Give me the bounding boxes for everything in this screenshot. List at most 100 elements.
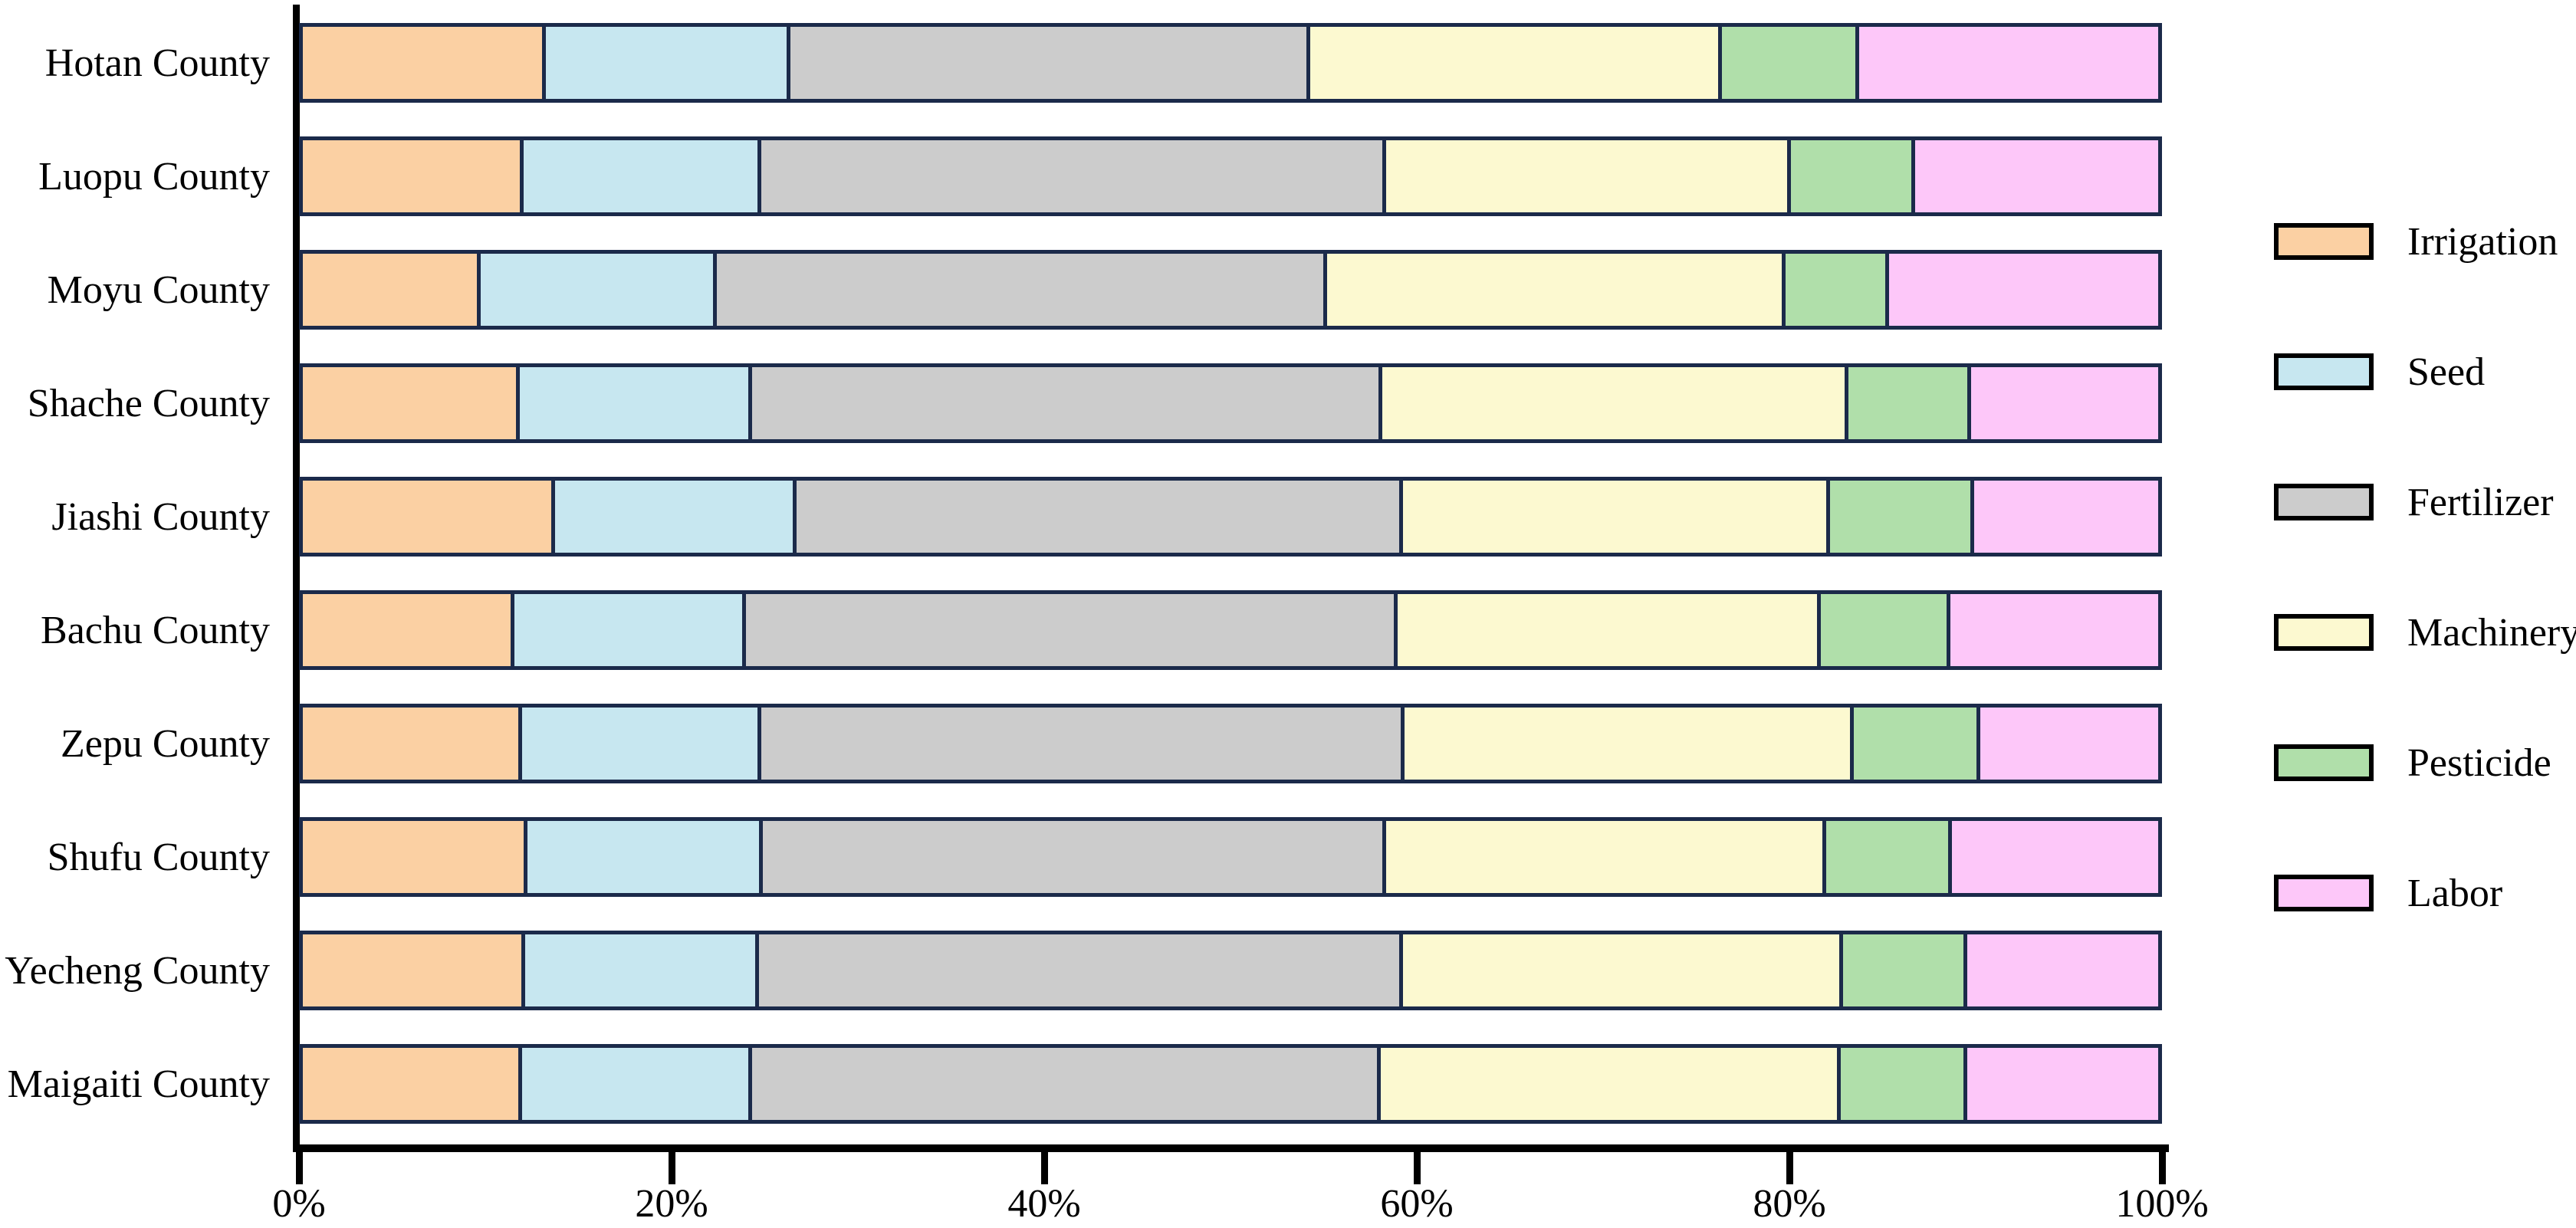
bar-segment-seed[interactable] bbox=[523, 140, 761, 212]
bar-segment-fertilizer[interactable] bbox=[751, 367, 1383, 439]
legend-label: Irrigation bbox=[2407, 219, 2558, 264]
bar-segment-irrigation[interactable] bbox=[303, 1048, 522, 1120]
bar-segment-irrigation[interactable] bbox=[303, 934, 526, 1006]
bar-segment-irrigation[interactable] bbox=[303, 254, 481, 326]
stacked-bar[interactable] bbox=[299, 477, 2162, 557]
bar-segment-seed[interactable] bbox=[527, 821, 764, 893]
bar-segment-irrigation[interactable] bbox=[303, 481, 556, 553]
legend-item-fertilizer[interactable]: Fertilizer bbox=[2274, 479, 2554, 525]
stacked-bar[interactable] bbox=[299, 590, 2162, 670]
bar-segment-labor[interactable] bbox=[1889, 254, 2158, 326]
bar-segment-machinery[interactable] bbox=[1386, 140, 1791, 212]
bar-segment-fertilizer[interactable] bbox=[761, 140, 1387, 212]
bar-segment-pesticide[interactable] bbox=[1722, 27, 1860, 99]
category-label: Shufu County bbox=[47, 835, 270, 879]
bar-segment-labor[interactable] bbox=[1970, 367, 2158, 439]
bar-segment-irrigation[interactable] bbox=[303, 140, 524, 212]
bar-segment-fertilizer[interactable] bbox=[790, 27, 1311, 99]
legend-item-labor[interactable]: Labor bbox=[2274, 870, 2502, 916]
bar-segment-fertilizer[interactable] bbox=[761, 708, 1405, 780]
bar-segment-labor[interactable] bbox=[1914, 140, 2158, 212]
bar-segment-machinery[interactable] bbox=[1405, 708, 1855, 780]
stacked-bar[interactable] bbox=[299, 136, 2162, 216]
bar-segment-fertilizer[interactable] bbox=[759, 934, 1404, 1006]
bar-row: Zepu County bbox=[0, 704, 2576, 783]
stacked-bar[interactable] bbox=[299, 704, 2162, 783]
legend-item-pesticide[interactable]: Pesticide bbox=[2274, 740, 2551, 786]
legend-item-machinery[interactable]: Machinery bbox=[2274, 609, 2576, 655]
x-tick-label: 60% bbox=[1380, 1182, 1454, 1226]
bar-segment-fertilizer[interactable] bbox=[796, 481, 1404, 553]
x-tick-label: 20% bbox=[635, 1182, 708, 1226]
bar-segment-pesticide[interactable] bbox=[1785, 254, 1890, 326]
bar-row: Moyu County bbox=[0, 250, 2576, 330]
x-axis-line bbox=[293, 1144, 2169, 1152]
bar-row: Hotan County bbox=[0, 23, 2576, 103]
legend-swatch-machinery bbox=[2274, 614, 2374, 651]
bar-segment-irrigation[interactable] bbox=[303, 821, 527, 893]
stacked-bar[interactable] bbox=[299, 931, 2162, 1010]
stacked-bar[interactable] bbox=[299, 1044, 2162, 1124]
bar-segment-seed[interactable] bbox=[514, 594, 747, 666]
bar-segment-labor[interactable] bbox=[1967, 934, 2158, 1006]
bar-segment-labor[interactable] bbox=[1974, 481, 2158, 553]
legend-label: Labor bbox=[2407, 871, 2503, 915]
bar-segment-machinery[interactable] bbox=[1397, 594, 1821, 666]
bar-segment-labor[interactable] bbox=[1950, 594, 2158, 666]
stacked-bar[interactable] bbox=[299, 363, 2162, 443]
bar-segment-fertilizer[interactable] bbox=[746, 594, 1398, 666]
legend-item-seed[interactable]: Seed bbox=[2274, 349, 2485, 395]
bar-segment-pesticide[interactable] bbox=[1825, 821, 1953, 893]
bar-segment-seed[interactable] bbox=[521, 708, 761, 780]
bar-segment-machinery[interactable] bbox=[1403, 481, 1830, 553]
bar-row: Luopu County bbox=[0, 136, 2576, 216]
legend-item-irrigation[interactable]: Irrigation bbox=[2274, 218, 2558, 264]
bar-segment-irrigation[interactable] bbox=[303, 708, 522, 780]
bar-row: Bachu County bbox=[0, 590, 2576, 670]
bar-segment-pesticide[interactable] bbox=[1854, 708, 1980, 780]
stacked-bar[interactable] bbox=[299, 817, 2162, 897]
bar-segment-labor[interactable] bbox=[1967, 1048, 2158, 1120]
category-label: Luopu County bbox=[38, 154, 270, 199]
bar-segment-machinery[interactable] bbox=[1381, 1048, 1842, 1120]
bar-segment-pesticide[interactable] bbox=[1848, 367, 1971, 439]
bar-segment-machinery[interactable] bbox=[1310, 27, 1723, 99]
stacked-bar[interactable] bbox=[299, 250, 2162, 330]
category-label: Jiashi County bbox=[51, 494, 270, 539]
legend-swatch-pesticide bbox=[2274, 744, 2374, 781]
x-tick-label: 80% bbox=[1753, 1182, 1826, 1226]
bar-segment-pesticide[interactable] bbox=[1829, 481, 1975, 553]
bar-segment-irrigation[interactable] bbox=[303, 594, 514, 666]
bar-segment-machinery[interactable] bbox=[1326, 254, 1786, 326]
bar-segment-pesticide[interactable] bbox=[1790, 140, 1915, 212]
bar-segment-machinery[interactable] bbox=[1382, 367, 1848, 439]
stacked-bar[interactable] bbox=[299, 23, 2162, 103]
bar-segment-irrigation[interactable] bbox=[303, 27, 547, 99]
bar-segment-fertilizer[interactable] bbox=[716, 254, 1327, 326]
bar-segment-irrigation[interactable] bbox=[303, 367, 521, 439]
legend-label: Seed bbox=[2407, 350, 2486, 394]
bar-segment-seed[interactable] bbox=[525, 934, 760, 1006]
legend-swatch-labor bbox=[2274, 875, 2374, 911]
bar-segment-machinery[interactable] bbox=[1386, 821, 1826, 893]
bar-segment-labor[interactable] bbox=[1952, 821, 2158, 893]
bar-segment-machinery[interactable] bbox=[1403, 934, 1843, 1006]
category-label: Moyu County bbox=[47, 268, 270, 312]
bar-segment-seed[interactable] bbox=[555, 481, 797, 553]
bar-segment-fertilizer[interactable] bbox=[751, 1048, 1381, 1120]
bar-segment-seed[interactable] bbox=[546, 27, 791, 99]
bar-segment-seed[interactable] bbox=[520, 367, 752, 439]
bar-segment-pesticide[interactable] bbox=[1842, 934, 1967, 1006]
x-tick-mark bbox=[1786, 1152, 1793, 1184]
bar-segment-labor[interactable] bbox=[1859, 27, 2158, 99]
bar-segment-pesticide[interactable] bbox=[1820, 594, 1950, 666]
x-tick-label: 100% bbox=[2115, 1182, 2209, 1226]
bar-segment-pesticide[interactable] bbox=[1841, 1048, 1967, 1120]
bar-segment-seed[interactable] bbox=[521, 1048, 752, 1120]
legend-swatch-seed bbox=[2274, 353, 2374, 390]
bar-segment-seed[interactable] bbox=[481, 254, 717, 326]
bar-segment-labor[interactable] bbox=[1980, 708, 2158, 780]
bar-segment-fertilizer[interactable] bbox=[763, 821, 1387, 893]
legend-label: Fertilizer bbox=[2407, 480, 2554, 524]
